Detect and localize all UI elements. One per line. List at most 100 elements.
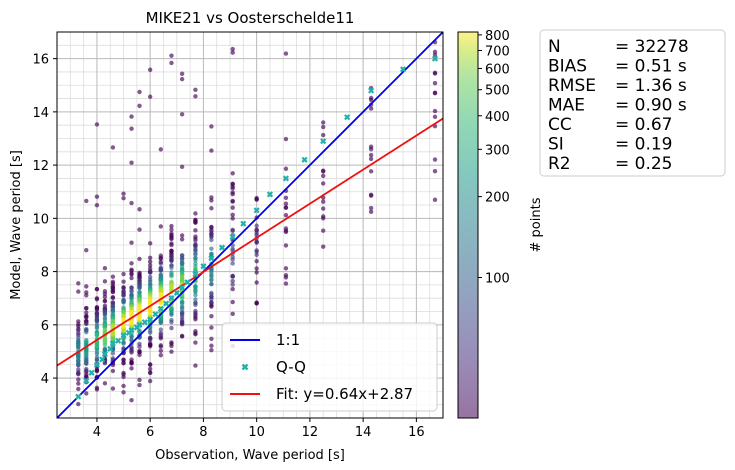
scatter-point — [230, 261, 235, 266]
scatter-point — [368, 169, 374, 174]
colorbar-frame — [457, 31, 479, 419]
qq-marker — [128, 327, 135, 334]
qq-marker — [101, 351, 108, 358]
scatter-point — [169, 223, 174, 229]
qq-marker — [93, 361, 101, 368]
scatter-point — [283, 273, 289, 278]
colorbar-tick-label: 200 — [485, 191, 510, 206]
x-tick-label: 8 — [199, 425, 207, 440]
scatter-point — [147, 341, 153, 346]
colorbar-tick-label: 300 — [485, 143, 510, 158]
scatter-point — [129, 345, 134, 350]
scatter-point — [94, 122, 100, 127]
scatter-point — [209, 246, 214, 251]
scatter-point — [368, 146, 374, 152]
scatter-point — [110, 356, 116, 361]
scatter-point — [129, 261, 134, 266]
scatter-point — [76, 335, 81, 340]
scatter-point — [110, 368, 116, 374]
scatter-point — [230, 212, 235, 217]
scatter-point — [230, 171, 235, 176]
scatter-point — [121, 300, 126, 305]
y-tick-label: 8 — [41, 266, 49, 281]
colorbar-tick-label: 800 — [485, 29, 510, 44]
stat-name: R2 — [548, 154, 571, 174]
scatter-point — [193, 211, 198, 216]
scatter-point — [94, 333, 100, 338]
scatter-point — [147, 366, 153, 372]
qq-marker — [157, 305, 164, 312]
y-axis-label: Model, Wave period [s] — [9, 150, 24, 300]
legend-box — [221, 322, 438, 412]
scatter-point — [179, 112, 185, 117]
scatter-point — [147, 362, 153, 367]
stats-box: N = 32278 BIAS = 0.51 s RMSE = 1.36 s MAE = 0.9… — [539, 29, 726, 177]
scatter-point — [209, 148, 214, 153]
scatter-point — [209, 206, 214, 211]
scatter-point — [169, 258, 174, 264]
scatter-point — [147, 241, 153, 246]
scatter-point — [76, 367, 81, 372]
y-tick-label: 12 — [32, 159, 49, 174]
scatter-point — [321, 173, 326, 179]
scatter-point — [179, 71, 185, 76]
scatter-point — [158, 348, 164, 353]
scatter-point — [84, 293, 89, 298]
scatter-point — [209, 336, 214, 341]
scatter-point — [137, 207, 142, 212]
y-tick-label: 4 — [41, 372, 49, 387]
scatter-point — [129, 240, 134, 245]
scatter-point — [230, 273, 235, 279]
scatter-point — [193, 297, 198, 302]
x-tick-label: 4 — [93, 425, 101, 440]
qq-marker — [120, 332, 127, 339]
scatter-point — [230, 199, 235, 204]
scatter-point — [84, 321, 89, 326]
scatter-point — [102, 381, 108, 386]
scatter-point — [230, 311, 235, 317]
scatter-point — [121, 370, 126, 376]
scatter-point — [321, 169, 326, 174]
scatter-point — [254, 266, 259, 271]
scatter-point — [283, 243, 289, 248]
qq-marker — [83, 377, 90, 384]
scatter-point — [121, 390, 126, 395]
scatter-point — [209, 325, 214, 330]
scatter-point — [137, 227, 142, 232]
scatter-point — [169, 317, 174, 323]
colorbar-tick-label: 100 — [485, 272, 510, 287]
qq-marker — [75, 393, 82, 400]
fit-lines — [57, 32, 443, 418]
scatter-point — [94, 286, 100, 292]
qq-marker — [266, 191, 274, 198]
y-tick-label: 6 — [41, 319, 49, 334]
scatter-point — [129, 114, 134, 119]
scatter-point — [209, 198, 214, 203]
scatter-point — [76, 377, 81, 382]
scatter-point — [169, 340, 174, 345]
scatter-point — [432, 114, 438, 119]
scatter-point — [230, 228, 235, 233]
fit-line — [57, 117, 443, 367]
scatter-point — [230, 205, 235, 210]
scatter-point — [209, 281, 214, 287]
stat-value: = 1.36 s — [615, 76, 687, 96]
scatter-point — [254, 239, 259, 244]
stat-name: BIAS — [548, 57, 587, 77]
qq-marker — [200, 263, 207, 270]
scatter-point — [137, 382, 142, 388]
qq-marker — [99, 356, 106, 363]
scatter-point — [121, 195, 126, 201]
legend-one-to-one-label: 1:1 — [276, 331, 300, 349]
scatter-point — [432, 169, 438, 174]
scatter-point — [230, 278, 235, 284]
scatter-point — [179, 299, 185, 304]
scatter-point — [137, 341, 142, 347]
scatter-point — [102, 265, 108, 271]
scatter-point — [158, 352, 164, 358]
scatter-point — [137, 103, 142, 109]
scatter-point — [368, 205, 374, 211]
qq-marker — [208, 255, 215, 262]
scatter-point — [321, 124, 326, 130]
